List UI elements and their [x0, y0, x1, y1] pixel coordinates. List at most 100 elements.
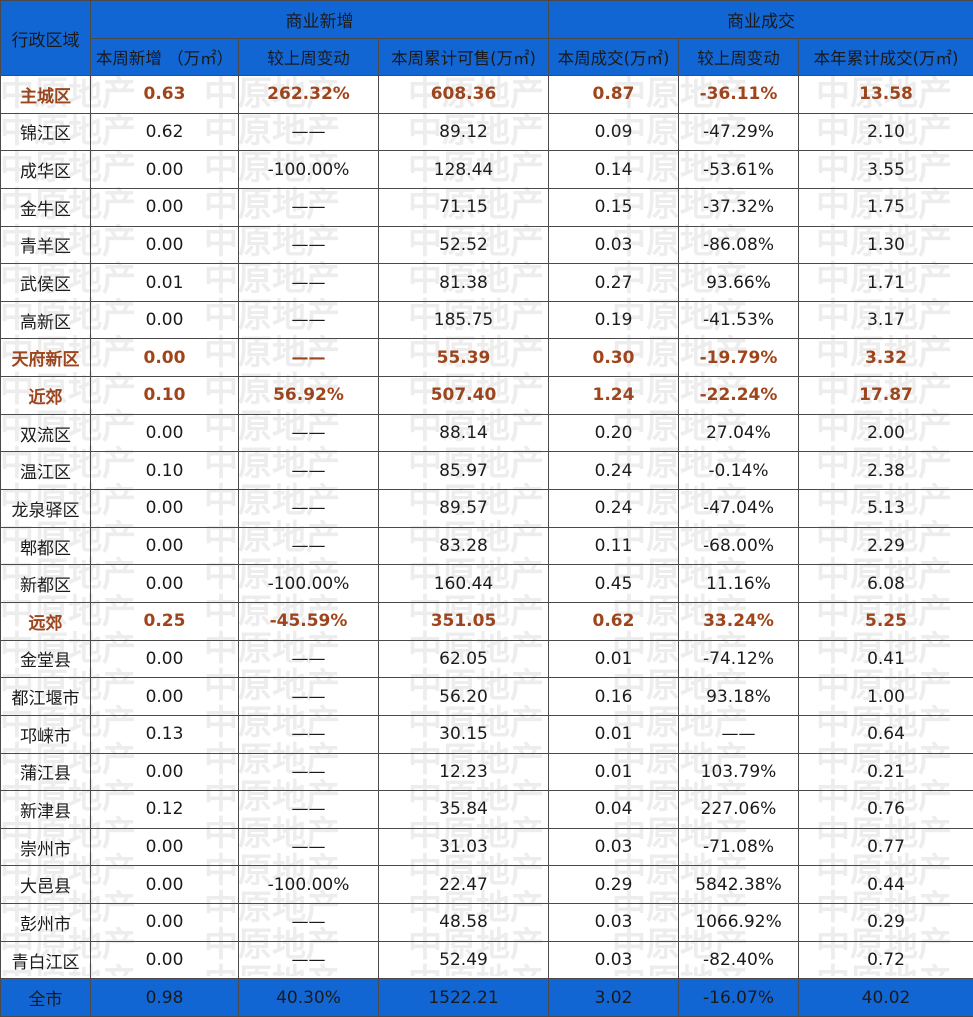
value-cell: 507.40 — [379, 377, 549, 415]
value-cell: 0.00 — [91, 640, 239, 678]
value-cell: -37.32% — [679, 188, 799, 226]
table-footer: 全市 0.98 40.30% 1522.21 3.02 -16.07% 40.0… — [1, 979, 973, 1017]
region-header: 行政区域 — [1, 1, 91, 76]
value-cell: 5.25 — [799, 602, 973, 640]
value-cell: 62.05 — [379, 640, 549, 678]
value-cell: 0.62 — [549, 602, 679, 640]
value-cell: —— — [239, 941, 379, 979]
value-cell: -22.24% — [679, 377, 799, 415]
value-cell: 0.09 — [549, 113, 679, 151]
value-cell: 89.57 — [379, 490, 549, 528]
region-name-cell: 大邑县 — [1, 866, 91, 904]
region-name-cell: 近郊 — [1, 377, 91, 415]
total-cell: 3.02 — [549, 979, 679, 1017]
region-name-cell: 武侯区 — [1, 264, 91, 302]
value-cell: 0.76 — [799, 791, 973, 829]
column-header: 较上周变动 — [679, 39, 799, 76]
value-cell: 0.00 — [91, 414, 239, 452]
value-cell: 1.24 — [549, 377, 679, 415]
value-cell: 13.58 — [799, 76, 973, 114]
value-cell: 0.00 — [91, 866, 239, 904]
column-header: 较上周变动 — [239, 39, 379, 76]
value-cell: 11.16% — [679, 565, 799, 603]
value-cell: 0.00 — [91, 527, 239, 565]
group-header-new: 商业新增 — [91, 1, 549, 39]
value-cell: 2.10 — [799, 113, 973, 151]
value-cell: -36.11% — [679, 76, 799, 114]
value-cell: 0.00 — [91, 753, 239, 791]
value-cell: 0.64 — [799, 715, 973, 753]
value-cell: 0.24 — [549, 452, 679, 490]
value-cell: —— — [239, 452, 379, 490]
value-cell: 1.71 — [799, 264, 973, 302]
value-cell: 0.14 — [549, 151, 679, 189]
value-cell: -53.61% — [679, 151, 799, 189]
region-name-cell: 温江区 — [1, 452, 91, 490]
total-cell: 1522.21 — [379, 979, 549, 1017]
value-cell: 0.03 — [549, 904, 679, 942]
value-cell: 351.05 — [379, 602, 549, 640]
value-cell: 55.39 — [379, 339, 549, 377]
value-cell: 0.29 — [549, 866, 679, 904]
value-cell: 0.24 — [549, 490, 679, 528]
value-cell: 103.79% — [679, 753, 799, 791]
value-cell: 0.00 — [91, 301, 239, 339]
value-cell: 0.72 — [799, 941, 973, 979]
value-cell: 0.03 — [549, 226, 679, 264]
region-name-cell: 金堂县 — [1, 640, 91, 678]
value-cell: —— — [239, 226, 379, 264]
value-cell: —— — [239, 828, 379, 866]
value-cell: 0.15 — [549, 188, 679, 226]
value-cell: 0.41 — [799, 640, 973, 678]
value-cell: 2.00 — [799, 414, 973, 452]
value-cell: 2.29 — [799, 527, 973, 565]
region-name-cell: 龙泉驿区 — [1, 490, 91, 528]
value-cell: 227.06% — [679, 791, 799, 829]
value-cell: -100.00% — [239, 565, 379, 603]
value-cell: 0.10 — [91, 377, 239, 415]
value-cell: -74.12% — [679, 640, 799, 678]
value-cell: 0.25 — [91, 602, 239, 640]
value-cell: 0.01 — [549, 640, 679, 678]
total-cell: 40.30% — [239, 979, 379, 1017]
total-label: 全市 — [1, 979, 91, 1017]
value-cell: 0.00 — [91, 678, 239, 716]
value-cell: 0.45 — [549, 565, 679, 603]
value-cell: -68.00% — [679, 527, 799, 565]
region-name-cell: 锦江区 — [1, 113, 91, 151]
value-cell: -47.29% — [679, 113, 799, 151]
value-cell: 1066.92% — [679, 904, 799, 942]
value-cell: 88.14 — [379, 414, 549, 452]
total-row: 全市 0.98 40.30% 1522.21 3.02 -16.07% 40.0… — [1, 979, 973, 1017]
value-cell: —— — [239, 678, 379, 716]
value-cell: 22.47 — [379, 866, 549, 904]
value-cell: 0.04 — [549, 791, 679, 829]
value-cell: —— — [239, 527, 379, 565]
value-cell: 0.00 — [91, 339, 239, 377]
value-cell: 0.44 — [799, 866, 973, 904]
value-cell: -86.08% — [679, 226, 799, 264]
value-cell: 0.63 — [91, 76, 239, 114]
value-cell: 12.23 — [379, 753, 549, 791]
value-cell: 160.44 — [379, 565, 549, 603]
value-cell: 262.32% — [239, 76, 379, 114]
region-name-cell: 都江堰市 — [1, 678, 91, 716]
value-cell: 30.15 — [379, 715, 549, 753]
value-cell: 185.75 — [379, 301, 549, 339]
value-cell: 83.28 — [379, 527, 549, 565]
value-cell: —— — [239, 715, 379, 753]
value-cell: —— — [679, 715, 799, 753]
value-cell: 89.12 — [379, 113, 549, 151]
value-cell: —— — [239, 640, 379, 678]
